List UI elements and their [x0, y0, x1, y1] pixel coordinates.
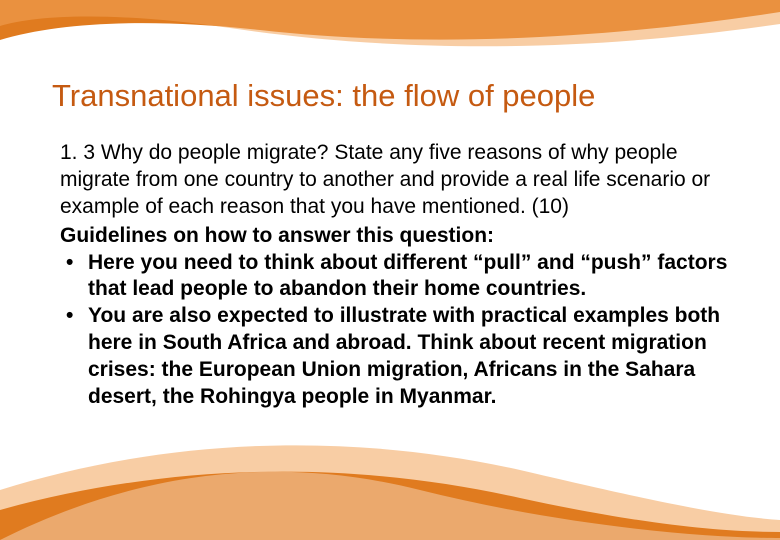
question-text: 1. 3 Why do people migrate? State any fi…	[60, 140, 730, 221]
bottom-swoosh-decoration	[0, 420, 780, 540]
slide-body: 1. 3 Why do people migrate? State any fi…	[60, 140, 730, 411]
bullet-item: You are also expected to illustrate with…	[60, 303, 730, 411]
slide-title: Transnational issues: the flow of people	[52, 78, 740, 114]
guidelines-bullets: Here you need to think about different “…	[60, 250, 730, 411]
guidelines-heading: Guidelines on how to answer this questio…	[60, 223, 730, 250]
slide: Transnational issues: the flow of people…	[0, 0, 780, 540]
top-swoosh-decoration	[0, 0, 780, 70]
bullet-item: Here you need to think about different “…	[60, 250, 730, 304]
